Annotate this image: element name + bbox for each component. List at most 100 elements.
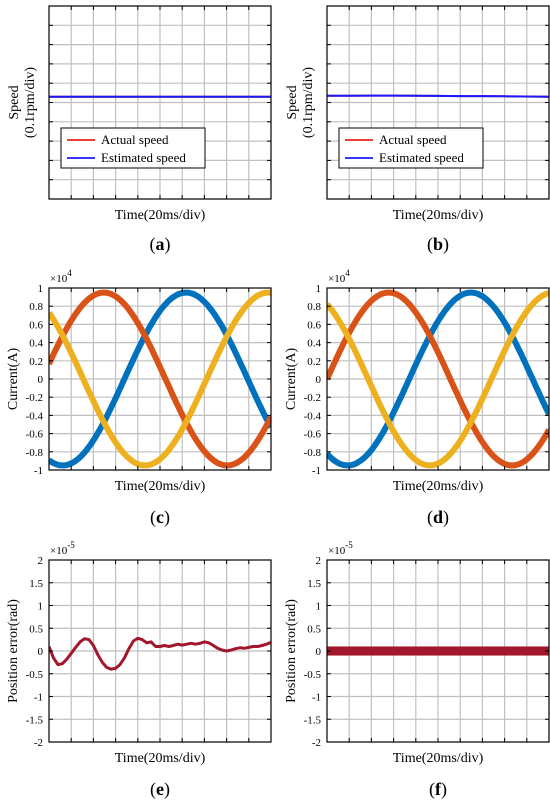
data-layer — [49, 636, 271, 671]
y-tick-label: 1.5 — [307, 578, 321, 590]
caption-open: ( — [150, 234, 156, 255]
y-tick-label: -2 — [312, 737, 321, 749]
y-tick-label: -1.5 — [304, 714, 322, 726]
x-axis-label: Time(20ms/div) — [115, 208, 206, 223]
data-layer — [327, 646, 549, 656]
tick-marks — [327, 560, 549, 742]
y-tick-label: 0.2 — [307, 356, 321, 368]
y-tick-label: -1 — [312, 465, 321, 477]
exponent-label: ×104 — [50, 268, 72, 285]
tick-marks — [49, 6, 271, 199]
caption-close: ) — [443, 507, 449, 528]
series-line-0 — [49, 289, 271, 469]
tick-marks — [327, 6, 549, 199]
data-layer — [49, 289, 271, 469]
y-axis-label: Speed(0.1rpm/div) — [285, 67, 316, 138]
panel-d: 1 0.8 0.6 0.4 0.2 0 -0.2 -0.4 -0.6 -0.8 -1 ×104 Time… — [284, 268, 550, 528]
exponent-label: ×104 — [328, 268, 350, 285]
panel-caption: (d) — [427, 507, 449, 528]
error-band-series — [327, 646, 549, 656]
y-tick-label: 0.5 — [307, 623, 321, 635]
y-tick-label: -0.8 — [304, 447, 322, 459]
caption-letter: a — [156, 234, 165, 254]
tick-marks — [49, 560, 271, 742]
legend-box — [60, 127, 206, 169]
legend-label-0: Actual speed — [379, 132, 447, 147]
y-tick-label: 0.4 — [307, 338, 321, 350]
series-line-1 — [49, 289, 271, 469]
data-layer — [327, 94, 549, 98]
y-tick-label: 1 — [316, 601, 322, 613]
y-tick-label: -1 — [34, 465, 43, 477]
y-tick-label: -1 — [312, 692, 321, 704]
y-tick-label: -1 — [34, 692, 43, 704]
exponent-power: -5 — [345, 540, 353, 550]
caption-close: ) — [165, 234, 171, 255]
grid-lines — [49, 6, 271, 199]
y-tick-label: -0.2 — [26, 392, 43, 404]
legend: Actual speed Estimated speed — [60, 127, 206, 169]
series-line-1 — [327, 94, 549, 98]
legend-label-1: Estimated speed — [101, 150, 186, 165]
exponent-base: ×10 — [50, 273, 68, 285]
y-tick-label: -1.5 — [26, 714, 44, 726]
y-tick-label: 0.8 — [307, 301, 321, 313]
exponent-base: ×10 — [50, 545, 68, 557]
y-tick-label: 0.2 — [29, 356, 43, 368]
tick-marks — [49, 288, 271, 470]
x-axis-label: Time(20ms/div) — [393, 751, 484, 766]
x-axis-label: Time(20ms/div) — [393, 208, 484, 223]
y-tick-label: 0.4 — [29, 338, 43, 350]
y-tick-label: 0 — [38, 646, 44, 658]
panel-caption: (c) — [150, 507, 170, 528]
panel-c: 1 0.8 0.6 0.4 0.2 0 -0.2 -0.4 -0.6 -0.8 -1 ×104 Time… — [6, 268, 272, 528]
y-tick-label: -0.6 — [304, 429, 322, 441]
series-line-0 — [49, 636, 271, 671]
caption-letter: c — [156, 507, 164, 527]
y-axis-label: Current(A) — [284, 348, 299, 411]
y-tick-label: -2 — [34, 737, 43, 749]
exponent-power: 4 — [345, 268, 350, 278]
y-tick-label: -0.5 — [26, 669, 44, 681]
y-tick-label: 0 — [316, 646, 322, 658]
y-axis-label: Position error(rad) — [6, 599, 21, 703]
caption-letter: f — [435, 779, 442, 799]
y-axis-label: Position error(rad) — [284, 599, 299, 703]
panel-caption: (e) — [150, 779, 170, 800]
data-layer — [327, 289, 549, 469]
y-axis-label-line2: (0.1rpm/div) — [23, 67, 38, 138]
panel-caption: (f) — [429, 779, 447, 800]
exponent-label: ×10-5 — [328, 540, 353, 557]
tick-marks — [327, 288, 549, 470]
panel-a: Time(20ms/div) Speed(0.1rpm/div) Actual sp… — [7, 5, 272, 255]
y-tick-label: -0.8 — [26, 447, 44, 459]
exponent-label: ×10-5 — [50, 540, 75, 557]
panel-caption: (a) — [150, 234, 171, 255]
x-axis-label: Time(20ms/div) — [115, 751, 206, 766]
caption-open: ( — [427, 234, 433, 255]
panel-caption: (b) — [427, 234, 449, 255]
y-tick-label: 0.6 — [307, 319, 321, 331]
series-line-2 — [49, 289, 271, 469]
y-tick-label: 0.6 — [29, 319, 43, 331]
y-tick-label: 1 — [38, 283, 44, 295]
exponent-base: ×10 — [328, 545, 346, 557]
caption-close: ) — [443, 234, 449, 255]
y-axis-label-line1: Speed — [7, 85, 22, 119]
y-tick-label: 1 — [316, 283, 322, 295]
caption-open: ( — [150, 779, 156, 800]
caption-open: ( — [150, 507, 156, 528]
y-axis-label: Speed(0.1rpm/div) — [7, 67, 38, 138]
y-tick-label: 0.8 — [29, 301, 43, 313]
legend-box — [338, 127, 484, 169]
y-tick-label: -0.5 — [304, 669, 322, 681]
y-tick-label: -0.2 — [304, 392, 321, 404]
x-axis-label: Time(20ms/div) — [115, 479, 206, 494]
y-axis-label: Current(A) — [6, 348, 21, 411]
caption-close: ) — [164, 507, 170, 528]
caption-open: ( — [429, 779, 435, 800]
legend-label-1: Estimated speed — [379, 150, 464, 165]
legend-label-0: Actual speed — [101, 132, 169, 147]
caption-close: ) — [164, 779, 170, 800]
